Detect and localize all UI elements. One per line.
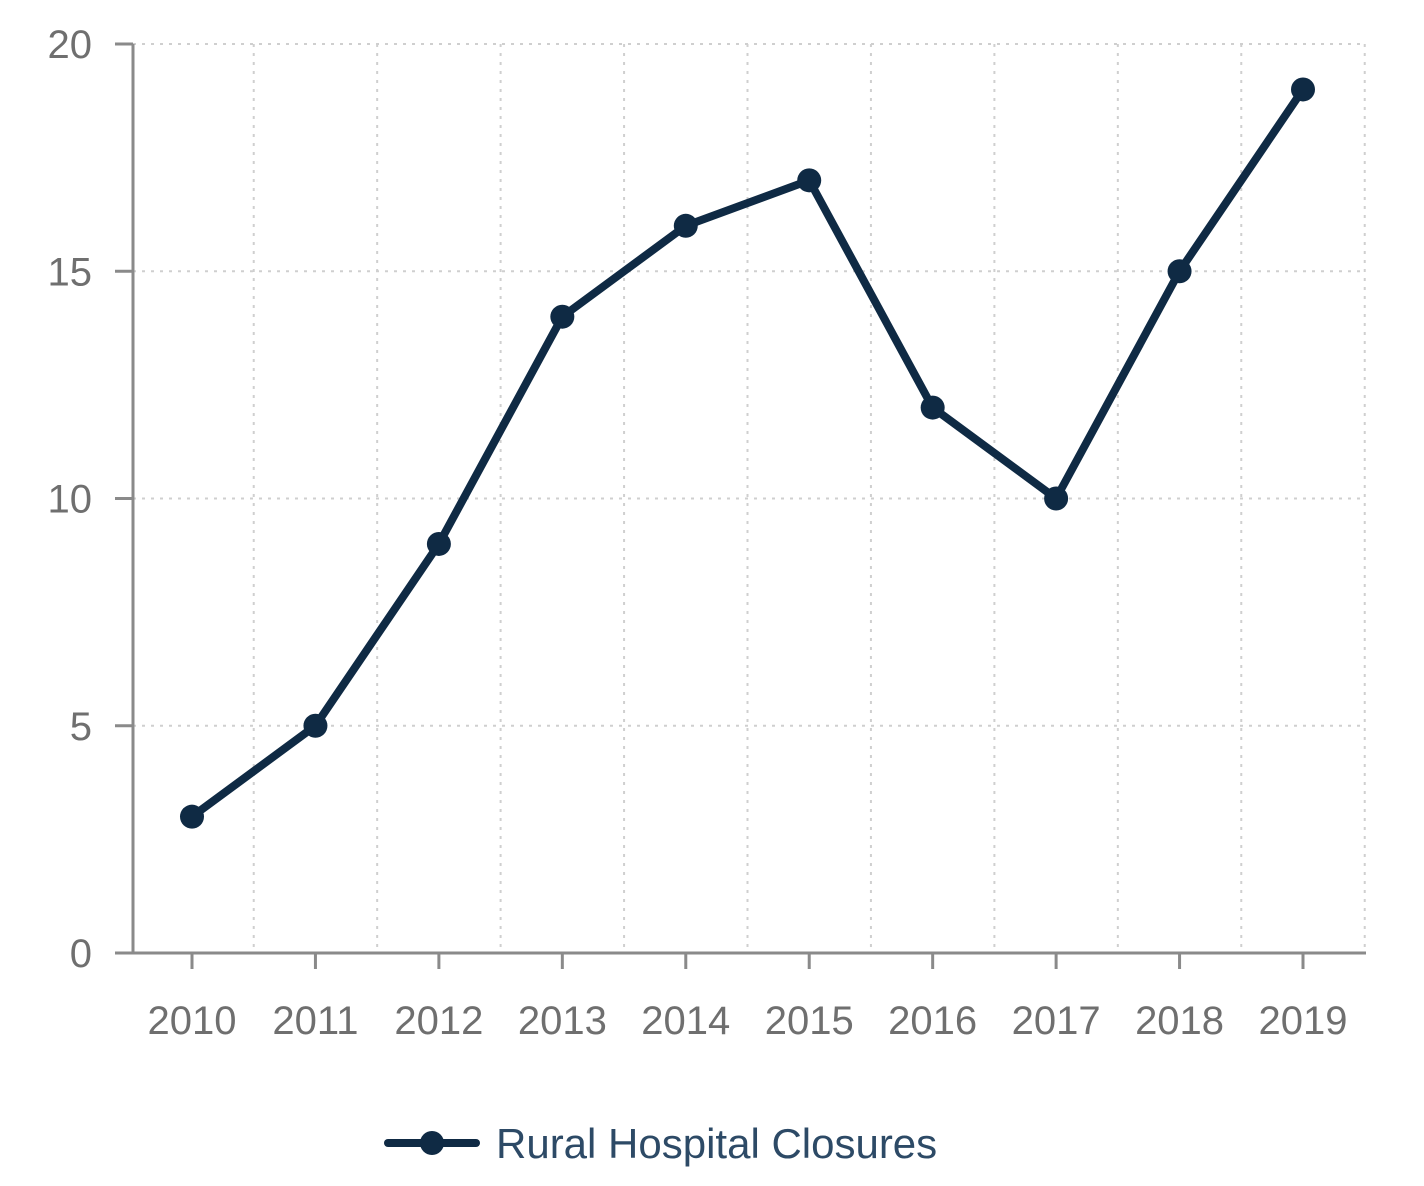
axes xyxy=(115,42,1366,969)
data-point[interactable] xyxy=(550,304,575,329)
y-tick-label: 5 xyxy=(70,705,92,749)
x-tick-label: 2012 xyxy=(394,999,483,1043)
y-tick-label: 10 xyxy=(48,478,93,522)
data-point[interactable] xyxy=(1044,486,1069,511)
data-point[interactable] xyxy=(426,531,451,556)
x-tick-label: 2017 xyxy=(1012,999,1101,1043)
x-tick-label: 2013 xyxy=(518,999,607,1043)
legend-label: Rural Hospital Closures xyxy=(496,1120,937,1167)
data-point[interactable] xyxy=(1291,77,1315,102)
data-point[interactable] xyxy=(303,713,328,738)
x-tick-label: 2014 xyxy=(641,999,730,1043)
data-point[interactable] xyxy=(797,168,822,193)
data-point[interactable] xyxy=(1167,259,1192,284)
x-tick-label: 2016 xyxy=(888,999,977,1043)
series-line xyxy=(188,85,1307,821)
data-point[interactable] xyxy=(180,804,204,829)
grid xyxy=(133,43,1366,953)
x-tick-label: 2019 xyxy=(1259,999,1348,1043)
y-tick-labels: 0 5 10 15 20 xyxy=(48,23,93,976)
y-tick-label: 15 xyxy=(48,250,93,294)
x-tick-label: 2018 xyxy=(1135,999,1224,1043)
legend-swatch-marker xyxy=(420,1131,444,1155)
y-tick-label: 20 xyxy=(48,23,93,67)
series-layer xyxy=(180,77,1315,829)
x-tick-labels: 2010 2011 2012 2013 2014 2015 2016 2017 2018 2019 xyxy=(148,999,1348,1043)
y-tick-label: 0 xyxy=(70,932,92,976)
x-tick-label: 2015 xyxy=(765,999,854,1043)
legend[interactable]: Rural Hospital Closures xyxy=(384,1120,937,1167)
data-point[interactable] xyxy=(673,213,698,238)
data-point[interactable] xyxy=(920,395,945,420)
x-tick-label: 2011 xyxy=(272,999,358,1043)
x-tick-label: 2010 xyxy=(148,999,237,1043)
